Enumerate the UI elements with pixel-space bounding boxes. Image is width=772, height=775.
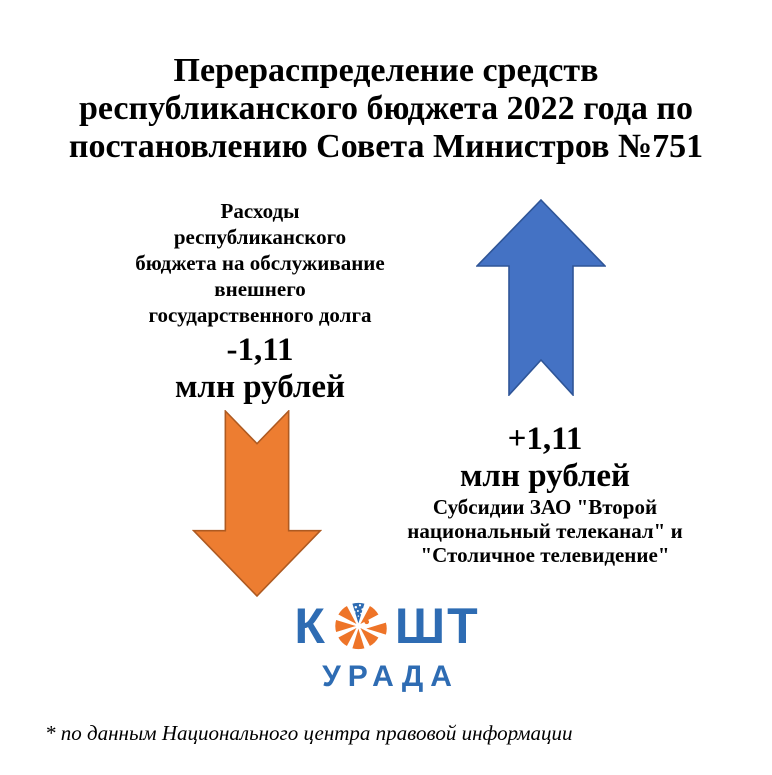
subsidy-value: +1,11 [507,421,583,457]
pie-wedge [356,603,381,628]
kosht-urada-logo: К [287,599,487,692]
footnote: * по данным Национального центра правово… [45,721,573,745]
down-arrow-icon [192,410,322,598]
logo-letters-sht: ШТ [394,598,480,654]
pie-wedge [336,603,361,628]
subsidy-label-line: национальный телеканал" и [407,519,683,543]
expense-label-line: бюджета на обслуживание [135,251,385,275]
title-line: республиканского бюджета 2022 года по [78,90,693,127]
down-arrow-shape [192,410,322,598]
up-arrow-shape [476,199,606,396]
subsidy-block: +1,11 млн рублей Субсидии ЗАО "Второй на… [395,421,695,567]
pie-wedge [356,624,381,649]
logo-text-kosht: К [294,599,479,653]
up-arrow-icon [476,199,606,396]
subsidy-label-line: "Столичное телевидение" [420,543,670,567]
expense-label-line: внешнего [214,277,306,301]
pie-wedge-detached [360,620,389,637]
pie-wedge [350,623,367,651]
orange-pie-icon [333,601,389,651]
pie-ornament-dots [353,604,364,617]
subsidy-label-line: Субсидии ЗАО "Второй [432,495,658,519]
expense-label-line: Расходы [220,199,300,223]
expense-value: -1,11 [226,332,294,368]
expense-label-line: государственного долга [148,303,372,327]
pie-fragment [364,619,369,625]
title-line: постановлению Совета Министров №751 [68,128,704,165]
logo-letter-k: К [294,598,327,654]
expense-unit: млн рублей [174,369,346,405]
expense-block: Расходы республиканского бюджета на обсл… [110,198,410,406]
subsidy-unit: млн рублей [459,458,631,494]
pie-wedge [333,618,361,634]
pie-wedge [336,624,361,649]
page-title: Перераспределение средств республиканско… [0,52,772,166]
expense-label-line: республиканского [173,225,347,249]
logo-text-urada: УРАДА [322,660,459,693]
title-line: Перераспределение средств [173,52,599,89]
